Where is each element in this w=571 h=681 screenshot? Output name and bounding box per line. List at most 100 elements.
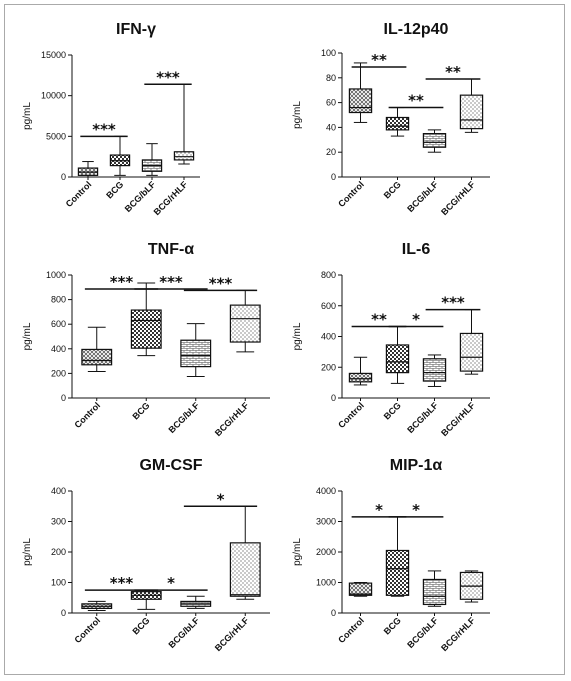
box-bcg-rhlf: BCG/rHLF [213, 289, 261, 438]
box-bcg-blf: BCG/bLF [167, 595, 212, 650]
y-axis-label: pg/mL [22, 322, 33, 350]
y-tick-label: 60 [326, 98, 336, 108]
box-bcg-blf: BCG/bLF [405, 129, 447, 214]
x-tick-label: Control [72, 400, 102, 430]
chart-title: TNF-α [148, 241, 194, 258]
significance-label: *** [209, 274, 233, 292]
y-axis-label: pg/mL [292, 101, 303, 129]
y-tick-label: 10000 [41, 91, 66, 101]
panel-3: IL-6 pg/mL 0 200 400 600 800 Control BCG BCG/bLF B… [292, 241, 490, 438]
x-tick-label: BCG/rHLF [152, 179, 190, 217]
significance-marker: * [183, 490, 258, 508]
significance-label: * [375, 501, 383, 519]
box-bcg-blf: BCG/bLF [405, 570, 447, 650]
box-bcg-blf: BCG/bLF [123, 143, 163, 214]
iqr-box [459, 94, 484, 130]
significance-marker: *** [80, 120, 128, 138]
x-tick-label: BCG [382, 179, 403, 200]
significance-label: * [412, 311, 420, 329]
chart-title: IFN-γ [116, 21, 156, 38]
y-axis-label: pg/mL [292, 538, 303, 566]
y-tick-label: 600 [51, 319, 66, 329]
y-tick-label: 15000 [41, 50, 66, 60]
x-tick-label: BCG [104, 179, 125, 200]
y-tick-label: 0 [331, 172, 336, 182]
significance-label: *** [110, 273, 134, 291]
y-tick-label: 40 [326, 122, 336, 132]
box-control: Control [72, 326, 113, 430]
x-tick-label: Control [336, 400, 366, 430]
y-tick-label: 3000 [316, 517, 336, 527]
significance-marker: * [388, 501, 444, 519]
box-bcg-blf: BCG/bLF [167, 323, 212, 435]
box-bcg: BCG [382, 326, 410, 422]
y-tick-label: 4000 [316, 486, 336, 496]
iqr-box [229, 304, 261, 343]
significance-marker: ** [351, 51, 407, 69]
y-axis-label: pg/mL [22, 102, 33, 130]
y-tick-label: 0 [61, 172, 66, 182]
significance-marker: *** [425, 294, 481, 312]
iqr-box [348, 582, 373, 596]
y-tick-label: 300 [51, 517, 66, 527]
iqr-box [173, 151, 195, 161]
x-tick-label: BCG/rHLF [213, 400, 251, 438]
significance-label: ** [371, 311, 387, 329]
significance-marker: * [134, 574, 208, 592]
x-tick-label: BCG [130, 400, 151, 421]
chart-title: MIP-1α [390, 457, 443, 474]
significance-label: ** [445, 63, 461, 81]
box-bcg: BCG [130, 282, 162, 422]
y-tick-label: 100 [51, 578, 66, 588]
y-tick-label: 100 [321, 48, 336, 58]
y-tick-label: 1000 [46, 270, 66, 280]
x-tick-label: BCG [382, 615, 403, 636]
y-tick-label: 0 [331, 393, 336, 403]
iqr-box [459, 332, 484, 372]
iqr-box [130, 309, 162, 349]
significance-marker: *** [134, 273, 208, 291]
panel-2: TNF-α pg/mL 0 200 400 600 800 1000 Control BCG BCG… [22, 241, 270, 438]
significance-label: * [217, 490, 225, 508]
iqr-box [385, 116, 410, 131]
x-tick-label: BCG/rHLF [213, 615, 251, 653]
y-tick-label: 5000 [46, 131, 66, 141]
box-control: Control [72, 600, 113, 645]
x-tick-label: BCG [382, 400, 403, 421]
x-tick-label: BCG/bLF [405, 615, 440, 650]
significance-marker: *** [144, 68, 192, 86]
y-tick-label: 200 [321, 362, 336, 372]
iqr-box [385, 549, 410, 596]
y-tick-label: 600 [321, 301, 336, 311]
y-axis-label: pg/mL [22, 538, 33, 566]
box-bcg-blf: BCG/bLF [405, 354, 447, 435]
y-tick-label: 400 [51, 344, 66, 354]
y-tick-label: 1000 [316, 578, 336, 588]
y-tick-label: 800 [51, 295, 66, 305]
iqr-box [348, 372, 373, 383]
chart-title: IL-12p40 [384, 21, 449, 38]
y-tick-label: 400 [51, 486, 66, 496]
x-tick-label: BCG/rHLF [439, 615, 477, 653]
y-tick-label: 0 [61, 393, 66, 403]
y-tick-label: 0 [331, 608, 336, 618]
y-tick-label: 800 [321, 270, 336, 280]
panel-0: IFN-γ pg/mL 0 5000 10000 15000 Control BCGBCG/b… [22, 21, 200, 217]
significance-label: *** [92, 120, 116, 138]
x-tick-label: Control [336, 179, 366, 209]
x-tick-label: Control [72, 615, 102, 645]
iqr-box [180, 339, 212, 368]
significance-label: ** [371, 51, 387, 69]
iqr-box [348, 88, 373, 114]
y-tick-label: 200 [51, 547, 66, 557]
significance-label: * [167, 574, 175, 592]
iqr-box [422, 358, 447, 382]
y-axis-label: pg/mL [292, 322, 303, 350]
significance-label: *** [441, 294, 465, 312]
box-bcg-rhlf: BCG/rHLF [213, 505, 261, 653]
significance-label: *** [159, 273, 183, 291]
significance-label: *** [110, 574, 134, 592]
iqr-box [422, 578, 447, 606]
box-bcg-rhlf: BCG/rHLF [439, 78, 484, 217]
